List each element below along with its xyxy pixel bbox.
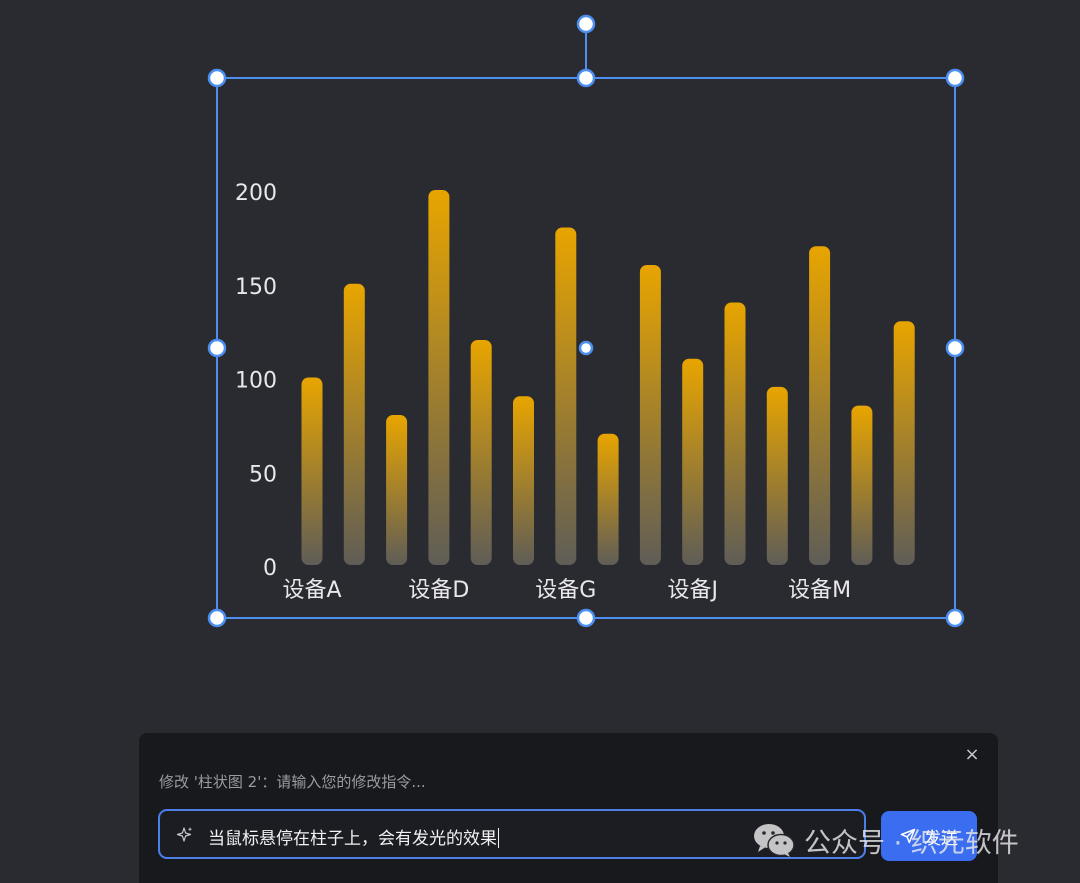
resize-handle-left[interactable] (207, 338, 227, 358)
selection-frame[interactable] (207, 14, 965, 628)
x-tick-label: 设备G (535, 578, 596, 603)
y-axis: 0 50 100 150 200 (235, 181, 277, 581)
send-icon (900, 828, 916, 844)
bar[interactable] (724, 302, 746, 566)
bar[interactable] (301, 377, 323, 566)
resize-handle-bottom[interactable] (576, 608, 596, 628)
bar[interactable] (597, 433, 619, 565)
y-tick-label: 0 (263, 556, 277, 581)
bar[interactable] (682, 358, 704, 565)
prompt-hint: 修改 '柱状图 2'：请输入您的修改指令... (159, 773, 426, 791)
send-button-label: 发送 (924, 828, 958, 849)
y-tick-label: 100 (235, 369, 277, 394)
sparkle-icon (176, 827, 193, 842)
resize-handle-right[interactable] (945, 338, 965, 358)
bar[interactable] (555, 227, 577, 566)
bar-series (301, 190, 915, 566)
resize-handle-top-right[interactable] (945, 68, 965, 88)
resize-handle-top[interactable] (576, 68, 596, 88)
send-button[interactable]: 发送 (881, 811, 977, 861)
x-tick-label: 设备M (788, 578, 851, 603)
x-tick-label: 设备D (408, 578, 469, 603)
close-icon[interactable]: × (964, 744, 980, 765)
bar[interactable] (470, 340, 492, 565)
text-caret (498, 828, 499, 848)
x-tick-label: 设备J (667, 578, 718, 603)
bar[interactable] (343, 283, 365, 565)
bar[interactable] (766, 386, 788, 565)
bar[interactable] (428, 190, 450, 565)
resize-handle-top-left[interactable] (207, 68, 227, 88)
bar-chart[interactable]: 0 50 100 150 200 设备A 设备D 设备G 设备J 设备M (0, 0, 1080, 700)
resize-handle-bottom-left[interactable] (207, 608, 227, 628)
rotate-handle[interactable] (576, 14, 596, 34)
edit-prompt-panel: × 修改 '柱状图 2'：请输入您的修改指令... 当鼠标悬停在柱子上，会有发光… (139, 733, 998, 883)
x-axis: 设备A 设备D 设备G 设备J 设备M (282, 578, 851, 603)
bar[interactable] (809, 246, 831, 565)
bar[interactable] (851, 405, 873, 565)
bar[interactable] (893, 321, 915, 565)
x-tick-label: 设备A (282, 578, 341, 603)
y-tick-label: 50 (249, 462, 277, 487)
y-tick-label: 200 (235, 181, 277, 206)
bar[interactable] (513, 396, 534, 565)
bar[interactable] (386, 415, 408, 565)
bar[interactable] (639, 265, 661, 565)
prompt-input-value[interactable]: 当鼠标悬停在柱子上，会有发光的效果 (208, 828, 499, 849)
move-handle-center[interactable] (578, 340, 594, 356)
prompt-input[interactable]: 当鼠标悬停在柱子上，会有发光的效果 (158, 809, 866, 859)
resize-handle-bottom-right[interactable] (945, 608, 965, 628)
y-tick-label: 150 (235, 275, 277, 300)
